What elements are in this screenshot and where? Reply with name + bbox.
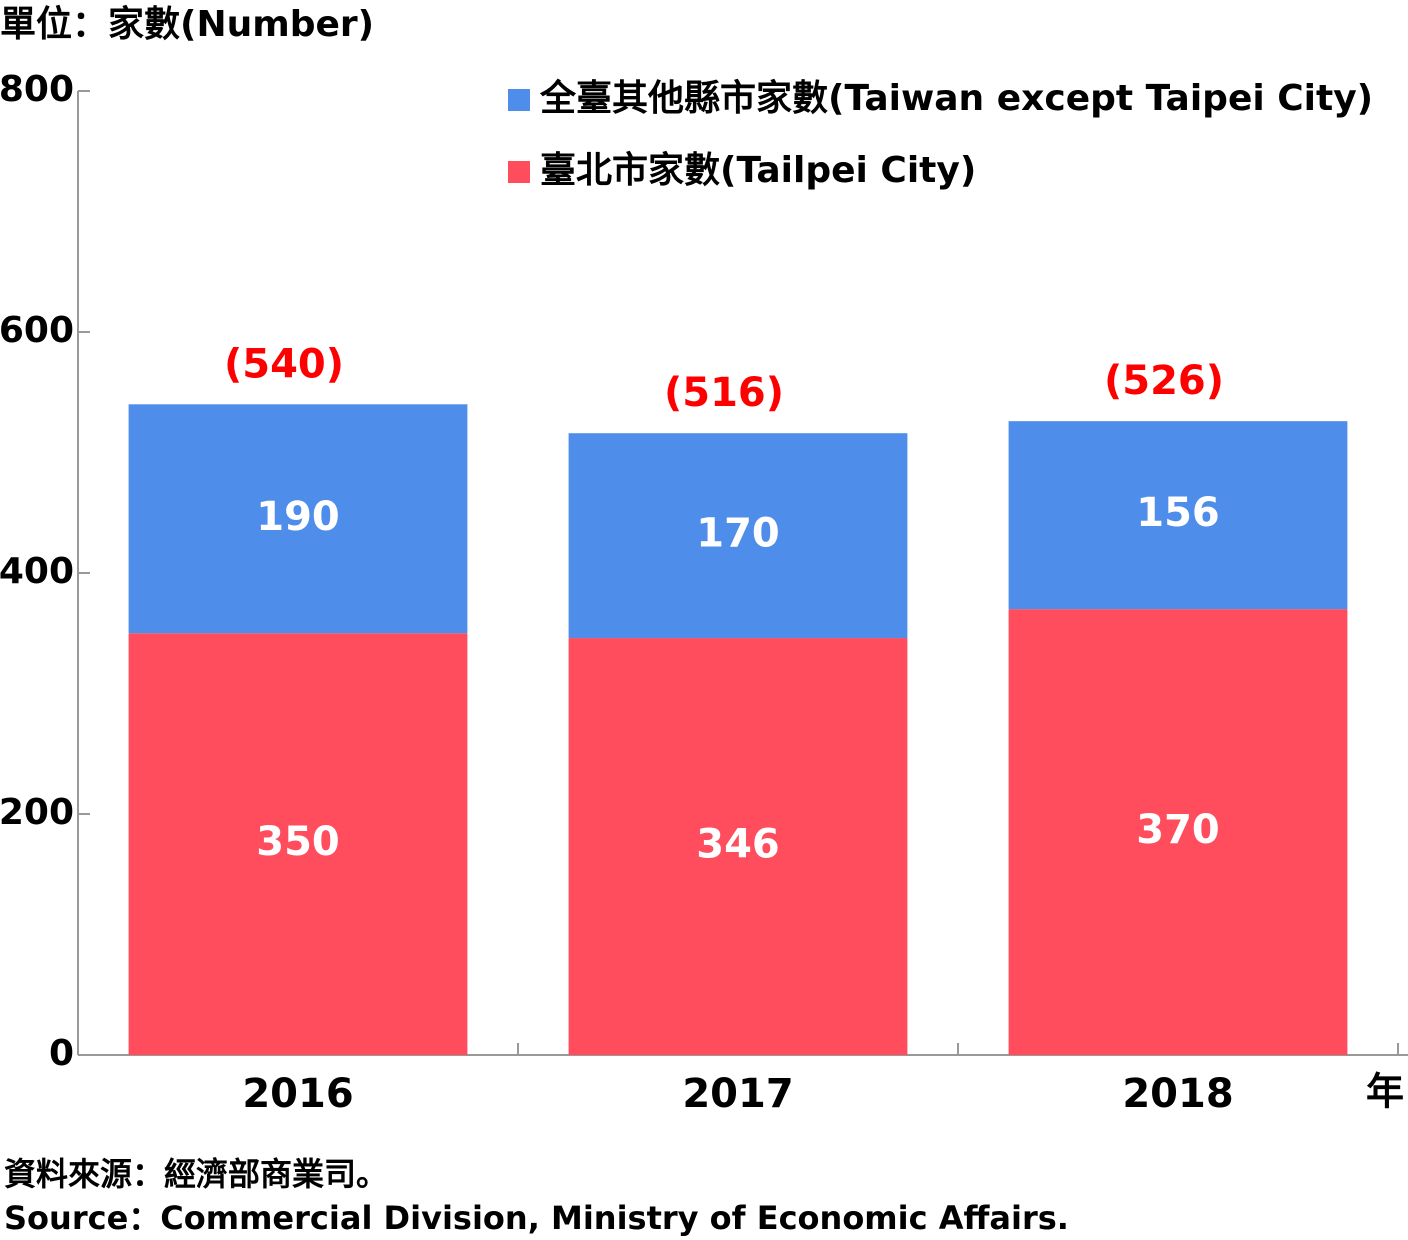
value-label: 346: [696, 822, 780, 868]
source-zh: 資料來源：經濟部商業司。: [4, 1155, 388, 1193]
chart-title: 單位：家數(Number): [0, 4, 374, 45]
y-tick-label: 600: [0, 310, 74, 351]
bar-segment: [568, 433, 908, 639]
legend-label: 全臺其他縣市家數(Taiwan except Taipei City): [539, 77, 1373, 119]
value-label: 190: [256, 494, 340, 540]
x-tick-label: 2017: [682, 1071, 793, 1117]
x-axis-label: 年: [1366, 1070, 1404, 1114]
y-tick-label: 800: [0, 69, 74, 110]
value-label: 350: [256, 819, 340, 865]
value-label: 156: [1136, 490, 1220, 536]
source-en: Source：Commercial Division, Ministry of …: [4, 1199, 1069, 1237]
value-label: 370: [1136, 807, 1220, 853]
x-tick-label: 2018: [1122, 1071, 1233, 1117]
total-label: (526): [1104, 358, 1224, 404]
bar-segment: [1008, 421, 1348, 610]
total-label: (516): [664, 370, 784, 416]
bar-segment: [128, 633, 468, 1055]
y-tick-label: 400: [0, 551, 74, 592]
bar-segment: [128, 404, 468, 634]
legend-swatch: [508, 161, 530, 183]
legend-swatch: [508, 89, 530, 111]
total-label: (540): [224, 341, 344, 387]
x-tick-label: 2016: [242, 1071, 353, 1117]
legend-label: 臺北市家數(Tailpei City): [540, 150, 976, 191]
value-label: 170: [696, 511, 780, 557]
bar-segment: [1008, 609, 1348, 1055]
y-tick-label: 0: [49, 1033, 74, 1074]
y-tick-label: 200: [0, 792, 74, 833]
bar-segment: [568, 638, 908, 1055]
